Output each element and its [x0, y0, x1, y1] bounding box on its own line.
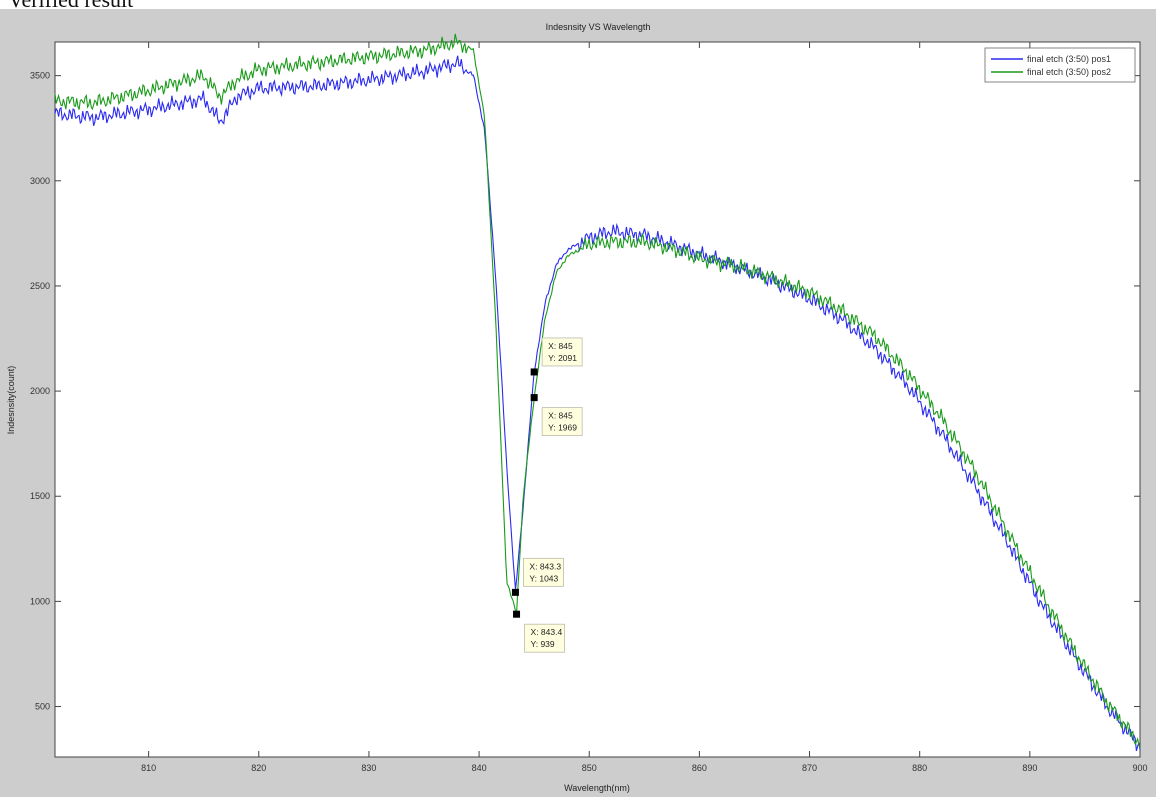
x-tick-label: 870 [802, 763, 817, 773]
data-tip-marker[interactable] [530, 394, 538, 402]
legend-label-2: final etch (3:50) pos2 [1027, 67, 1111, 77]
y-tick-label: 1000 [30, 596, 50, 606]
data-tip-box[interactable] [541, 407, 583, 437]
data-tip-x-label: X: 845 [548, 411, 573, 421]
series-layer [54, 33, 1141, 752]
y-axis-label: Indesnsity(count) [6, 366, 16, 435]
y-tick-label: 2000 [30, 386, 50, 396]
legend-box [984, 47, 1136, 83]
data-tip-y-label: Y: 1969 [548, 423, 577, 433]
x-tick-label: 890 [1022, 763, 1037, 773]
x-tick-label: 830 [361, 763, 376, 773]
y-tick-label: 1500 [30, 491, 50, 501]
data-tip-marker[interactable] [511, 588, 519, 596]
data-tip-x-label: X: 843.4 [531, 627, 563, 637]
x-tick-label: 900 [1132, 763, 1147, 773]
x-tick-label: 880 [912, 763, 927, 773]
data-tip-marker[interactable] [513, 610, 521, 618]
y-tick-label: 500 [35, 702, 50, 712]
data-tips-layer: X: 845 Y: 2091 X: 845 Y: 1969 X: 843.3 Y: 104… [511, 337, 583, 653]
x-tick-label: 810 [141, 763, 156, 773]
x-tick-label: 860 [692, 763, 707, 773]
axis-ticks: 810 820 830 840 850 860 870 880 890 900 500 1000 150… [30, 42, 1148, 773]
legend[interactable]: final etch (3:50) pos1 final etch (3:50) … [984, 47, 1136, 83]
y-tick-label: 2500 [30, 281, 50, 291]
series-line-2 [54, 33, 1141, 749]
data-tip-x-label: X: 845 [548, 341, 573, 351]
y-tick-label: 3500 [30, 71, 50, 81]
plot-area[interactable] [54, 41, 1141, 758]
data-tip-marker[interactable] [530, 368, 538, 376]
legend-label-1: final etch (3:50) pos1 [1027, 54, 1111, 64]
data-tip-box[interactable] [524, 623, 565, 653]
chart-title: Indesnsity VS Wavelength [546, 22, 651, 32]
data-tip-box[interactable] [541, 337, 583, 367]
x-tick-label: 840 [472, 763, 487, 773]
data-tip-y-label: Y: 2091 [548, 353, 577, 363]
x-axis-label: Wavelength(nm) [564, 783, 630, 793]
data-tip-y-label: Y: 1043 [529, 573, 558, 583]
x-tick-label: 850 [582, 763, 597, 773]
x-tick-label: 820 [251, 763, 266, 773]
data-tip-y-label: Y: 939 [531, 639, 555, 649]
data-tip-box[interactable] [523, 557, 564, 587]
y-tick-label: 3000 [30, 176, 50, 186]
data-tip-x-label: X: 843.3 [529, 561, 561, 571]
